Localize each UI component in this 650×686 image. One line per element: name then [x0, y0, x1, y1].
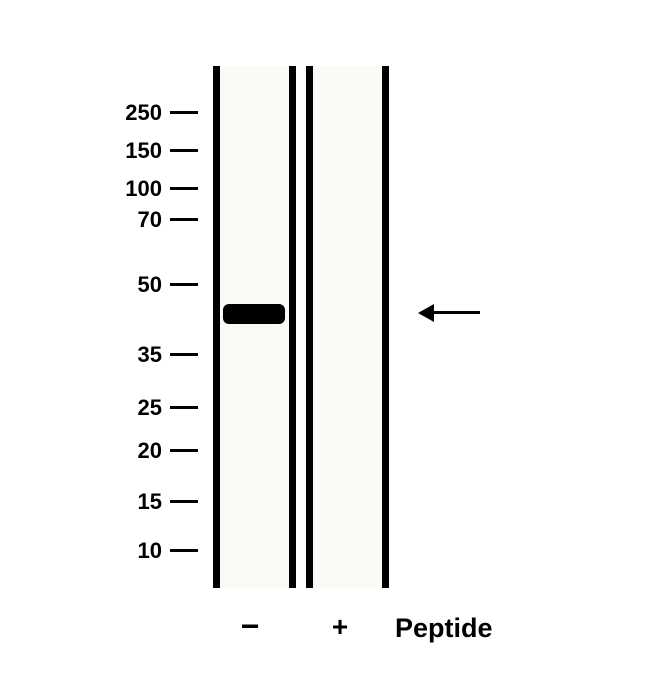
- lane-edge: [306, 66, 313, 588]
- ladder-tick: [170, 218, 198, 221]
- ladder-tick: [170, 406, 198, 409]
- ladder-tick: [170, 149, 198, 152]
- ladder-label-70: 70: [138, 207, 162, 233]
- peptide-label: Peptide: [395, 613, 493, 644]
- blot-lane-plus-peptide: [306, 66, 389, 588]
- ladder-label-250: 250: [125, 100, 162, 126]
- western-blot-figure: 250 150 100 70 50 35 25 20 15 10: [0, 0, 650, 686]
- lane-edge: [213, 66, 220, 588]
- ladder-tick: [170, 353, 198, 356]
- arrow-shaft: [432, 311, 480, 314]
- blot-lane-minus-peptide: [213, 66, 296, 588]
- ladder-label-15: 15: [138, 489, 162, 515]
- ladder-tick: [170, 500, 198, 503]
- ladder-tick: [170, 549, 198, 552]
- protein-band: [223, 304, 285, 324]
- ladder-label-10: 10: [138, 538, 162, 564]
- lane-edge: [382, 66, 389, 588]
- ladder-label-50: 50: [138, 272, 162, 298]
- ladder-tick: [170, 449, 198, 452]
- ladder-label-35: 35: [138, 342, 162, 368]
- ladder-tick: [170, 187, 198, 190]
- ladder-tick: [170, 283, 198, 286]
- ladder-tick: [170, 111, 198, 114]
- ladder-label-25: 25: [138, 395, 162, 421]
- lane-edge: [289, 66, 296, 588]
- ladder-label-20: 20: [138, 438, 162, 464]
- ladder-label-100: 100: [125, 176, 162, 202]
- ladder-label-150: 150: [125, 138, 162, 164]
- lane-label-plus: +: [330, 611, 350, 643]
- lane-label-minus: −: [240, 608, 260, 645]
- arrow-head-icon: [418, 304, 434, 322]
